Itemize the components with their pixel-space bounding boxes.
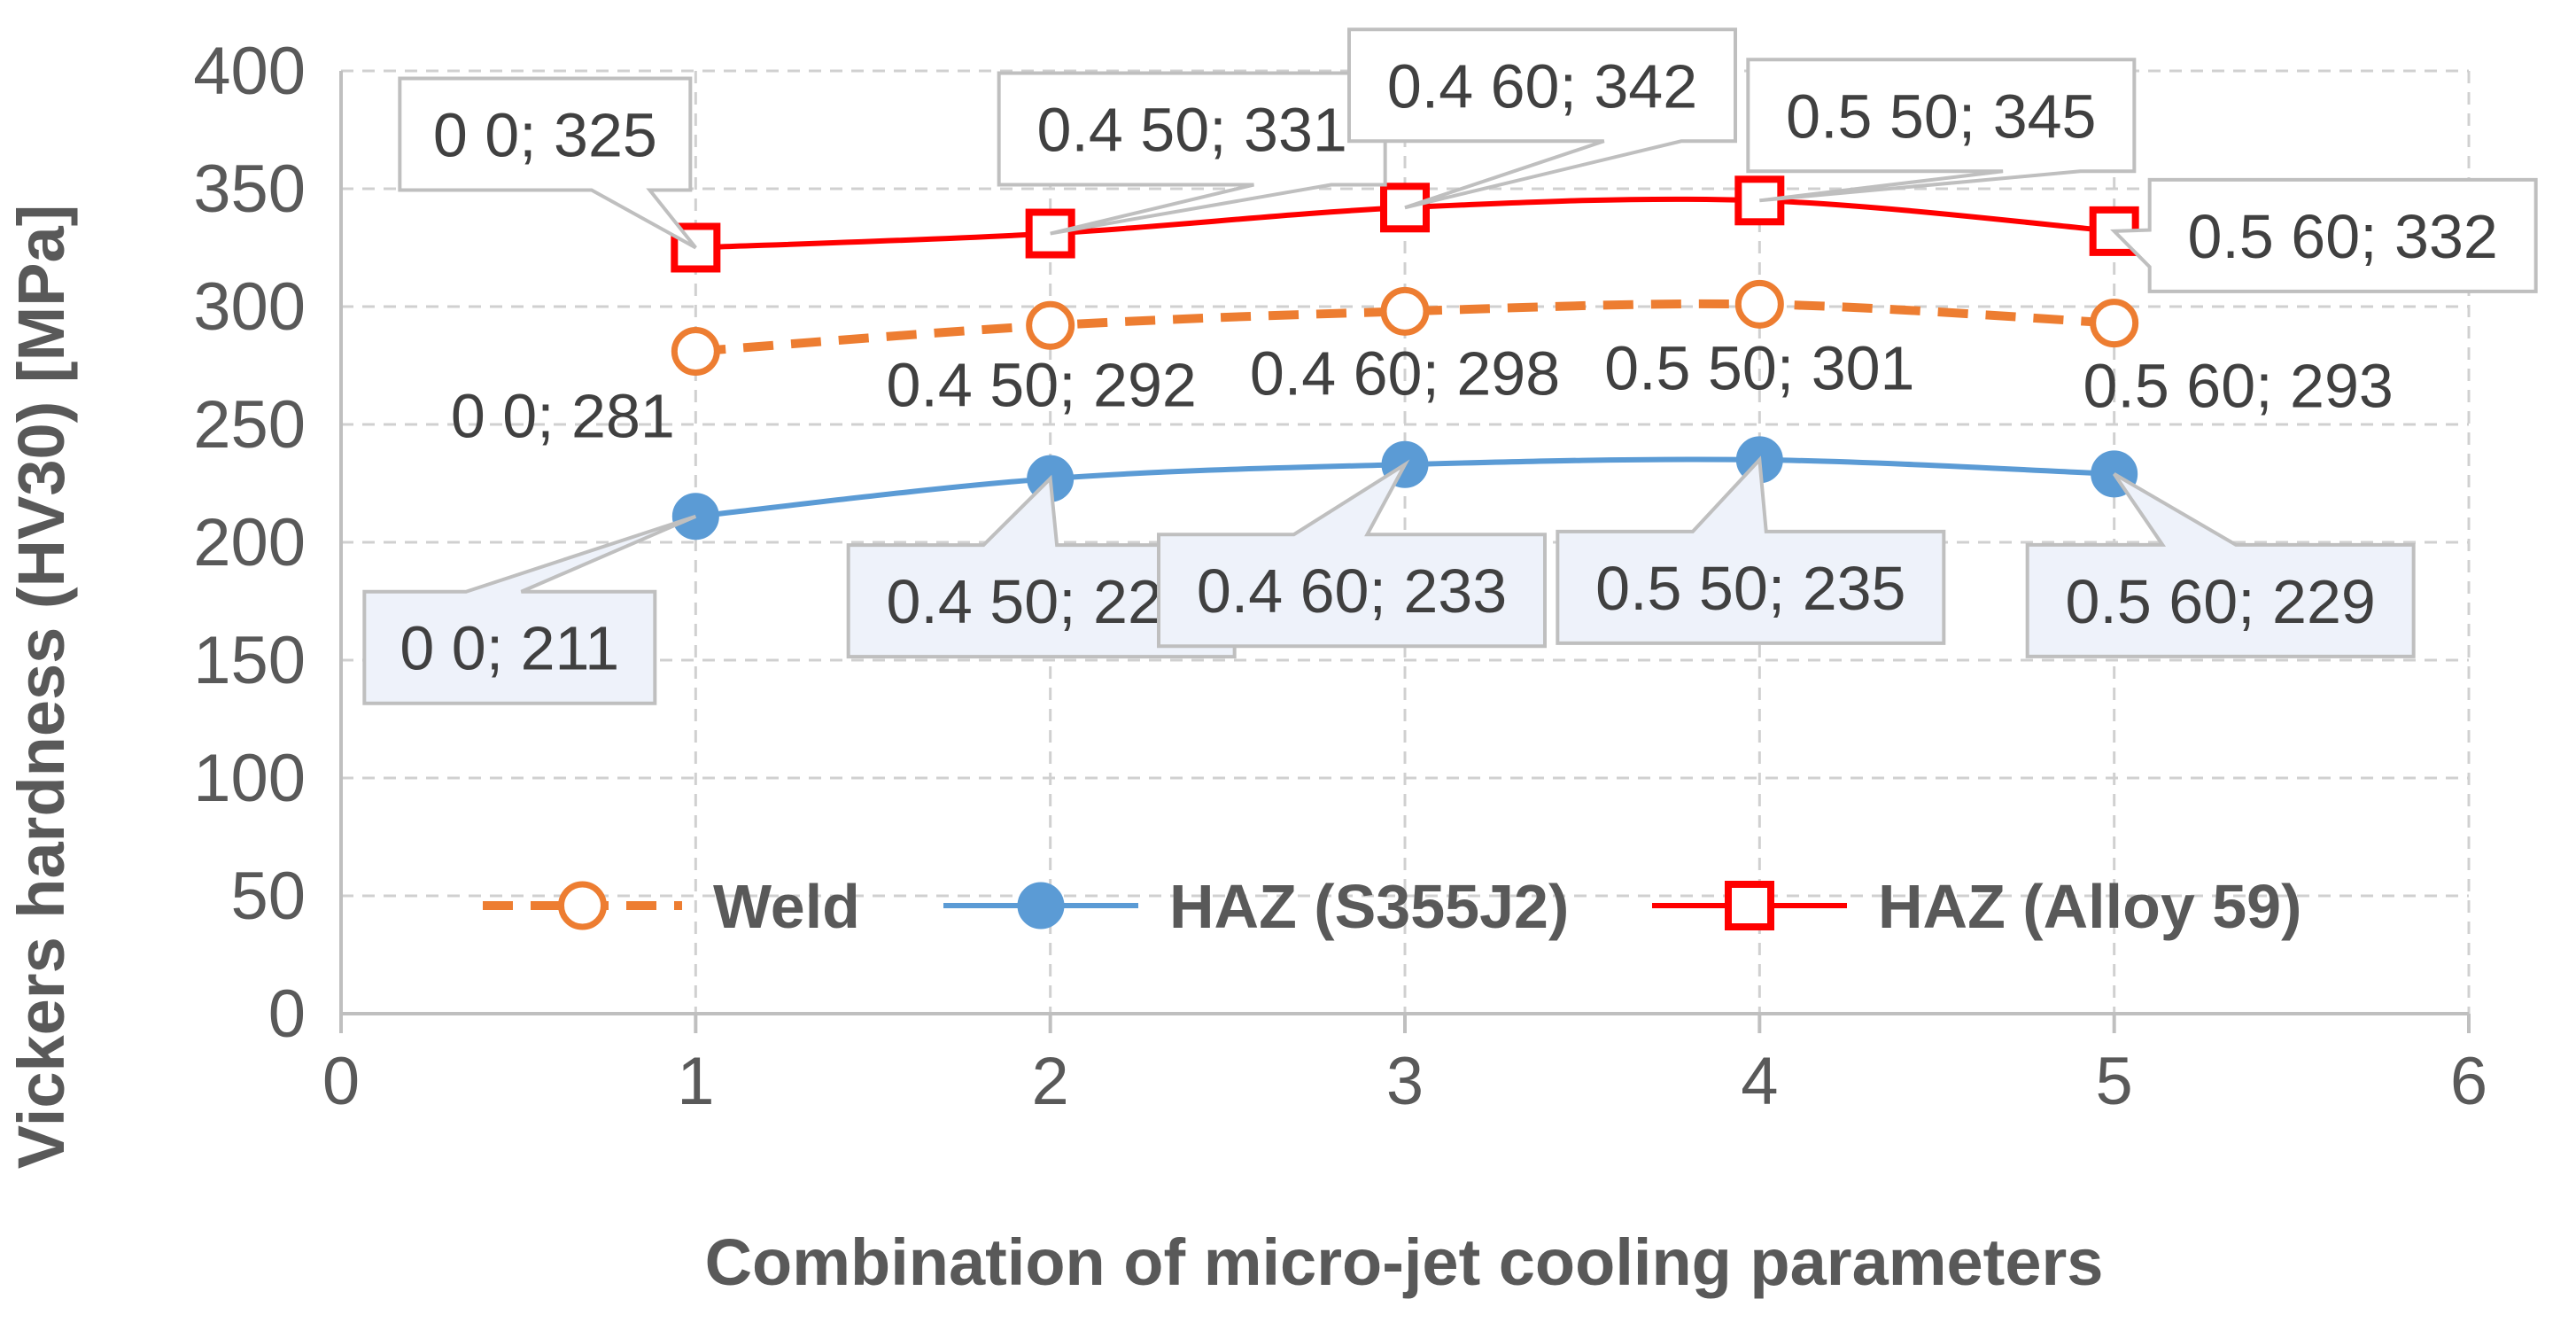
data-label-haz-alloy-59: 0.4 50; 331 <box>1037 96 1347 165</box>
legend-item-weld: Weld <box>483 872 860 941</box>
legend-marker-haz-alloy-59 <box>1725 881 1774 930</box>
data-label-haz-alloy-59: 0.5 60; 332 <box>2188 202 2498 271</box>
data-point-weld <box>1026 300 1075 350</box>
axis-layer: 0 1 2 3 4 5 6 0 50 100 150 200 250 300 350 400 <box>193 34 2487 1119</box>
y-tick-label: 150 <box>193 623 306 698</box>
data-callout-box <box>1746 58 2137 203</box>
data-label-haz-alloy-59: 0 0; 325 <box>433 101 657 170</box>
legend-label-haz-alloy-59: HAZ (Alloy 59) <box>1878 872 2301 941</box>
data-point-weld <box>1734 279 1784 329</box>
x-tick-label: 6 <box>2450 1044 2487 1119</box>
y-tick-label: 0 <box>268 976 306 1052</box>
legend-item-haz-s355j2: HAZ (S355J2) <box>943 872 1569 941</box>
y-tick-label: 300 <box>193 269 306 345</box>
y-axis-title: Vickers hardness (HV30) [MPa] <box>4 205 78 1170</box>
data-point-weld <box>1380 286 1430 336</box>
data-label-weld: 0.4 60; 298 <box>1250 338 1560 408</box>
data-callout-box <box>846 474 1237 659</box>
data-callout-box <box>1347 27 1737 210</box>
y-tick-label: 50 <box>230 859 306 934</box>
x-tick-label: 2 <box>1032 1044 1069 1119</box>
data-point-weld <box>2090 299 2139 348</box>
data-label-weld: 0.5 60; 293 <box>2083 352 2394 421</box>
y-tick-label: 350 <box>193 152 306 227</box>
data-label-weld: 0.4 50; 292 <box>887 350 1197 419</box>
data-label-weld: 0 0; 281 <box>451 382 675 451</box>
y-tick-label: 100 <box>193 741 306 816</box>
x-tick-label: 3 <box>1386 1044 1424 1119</box>
data-callout-box <box>2025 472 2416 658</box>
data-callout-box <box>398 76 697 250</box>
legend-marker-haz-s355j2 <box>1017 882 1065 930</box>
y-tick-label: 250 <box>193 387 306 463</box>
legend-label-weld: Weld <box>713 872 860 941</box>
data-callout-box <box>2110 177 2538 293</box>
data-label-haz-s355j2: 0.5 60; 229 <box>2066 567 2376 636</box>
legend-item-haz-alloy-59: HAZ (Alloy 59) <box>1652 872 2301 941</box>
data-label-haz-alloy-59: 0.4 60; 342 <box>1387 51 1697 121</box>
data-callout-box <box>1157 459 1547 649</box>
data-callout-box <box>1556 455 1946 645</box>
y-tick-label: 200 <box>193 505 306 580</box>
legend-label-haz-s355j2: HAZ (S355J2) <box>1169 872 1569 941</box>
data-callout-box <box>362 514 697 705</box>
data-label-haz-alloy-59: 0.5 50; 345 <box>1786 82 2096 151</box>
x-tick-label: 4 <box>1741 1044 1778 1119</box>
legend-marker-weld <box>558 881 607 930</box>
x-tick-label: 5 <box>2096 1044 2133 1119</box>
data-label-haz-s355j2: 0 0; 211 <box>400 614 619 683</box>
x-axis-title: Combination of micro-jet cooling paramet… <box>705 1225 2104 1299</box>
legend: Weld HAZ (S355J2) HAZ (Alloy 59) <box>483 872 2301 941</box>
data-label-layer: 0 0; 281 0.4 50; 292 0.4 60; 298 0.5 50; 30… <box>362 27 2538 705</box>
x-tick-label: 1 <box>677 1044 714 1119</box>
data-label-haz-s355j2: 0.4 50; 227 <box>887 567 1197 636</box>
data-label-haz-s355j2: 0.5 50; 235 <box>1595 554 1905 623</box>
data-label-haz-s355j2: 0.4 60; 233 <box>1197 556 1507 626</box>
y-tick-label: 400 <box>193 34 306 109</box>
x-tick-label: 0 <box>322 1044 360 1119</box>
data-point-weld <box>671 327 720 377</box>
data-label-weld: 0.5 50; 301 <box>1604 333 1914 402</box>
